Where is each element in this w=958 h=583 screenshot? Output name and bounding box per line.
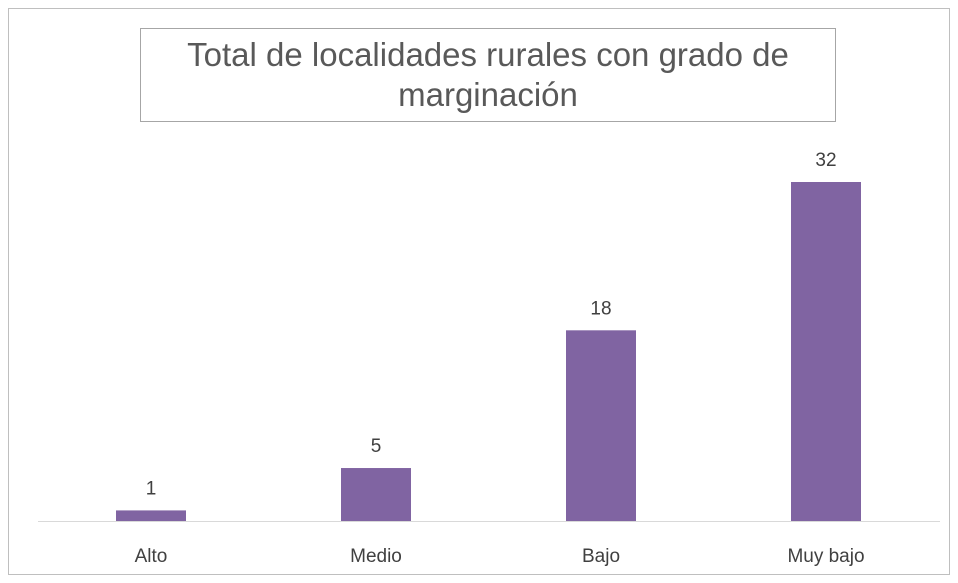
- x-tick-label: Muy bajo: [787, 546, 864, 567]
- x-tick-label: Alto: [135, 546, 168, 567]
- data-label: 5: [371, 436, 382, 457]
- bar: [791, 182, 861, 521]
- bar: [116, 510, 186, 521]
- data-label: 1: [146, 478, 157, 499]
- x-tick-label: Bajo: [582, 546, 620, 567]
- data-label: 32: [815, 150, 836, 171]
- bar: [341, 468, 411, 521]
- bar: [566, 330, 636, 521]
- chart-border: [8, 8, 950, 575]
- x-tick-label: Medio: [350, 546, 402, 567]
- chart-title: Total de localidades rurales con grado d…: [140, 28, 836, 122]
- data-label: 18: [590, 298, 611, 319]
